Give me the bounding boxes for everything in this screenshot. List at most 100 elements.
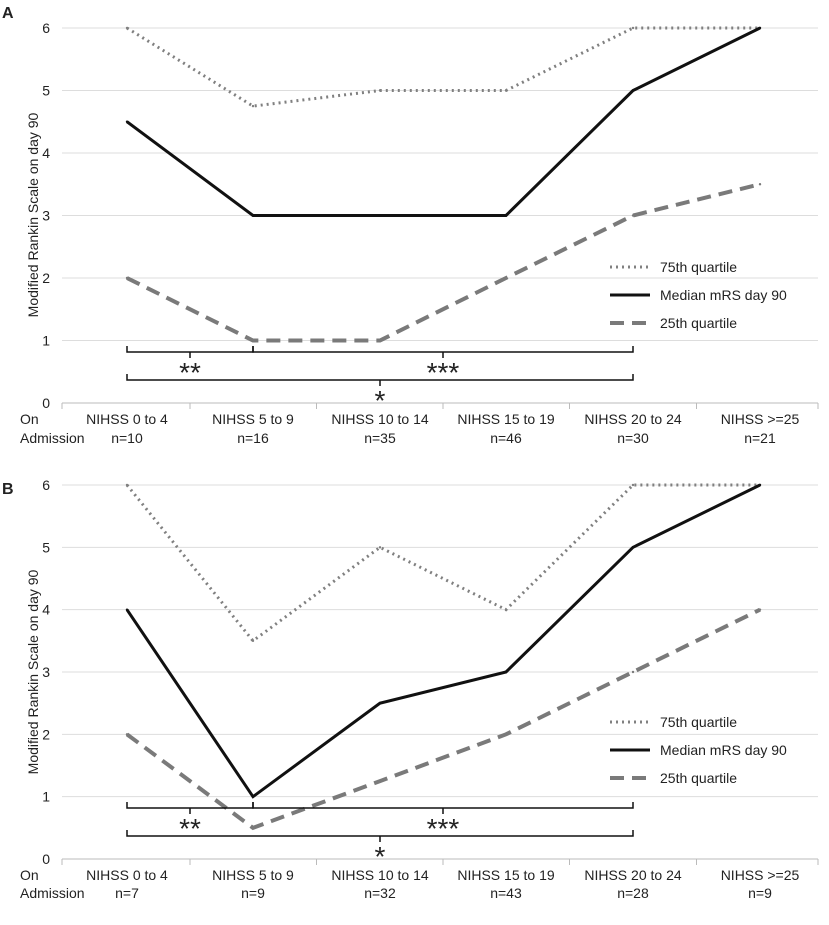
panel-b-legend-label: Median mRS day 90 [660, 742, 787, 758]
panel-a-q25-line-point [758, 183, 762, 186]
panel-a-q75-line-point [631, 26, 635, 30]
panel-a-q75-line [126, 26, 760, 108]
panel-a-ytick-label: 1 [42, 333, 50, 349]
panel-b-q25-line-point [631, 670, 635, 674]
panel-a-count-label: n=30 [617, 430, 649, 446]
panel-b-significance-bracket [252, 802, 634, 809]
panel-b-median-line [125, 483, 761, 799]
panel-b-median-line-point [758, 483, 762, 487]
panel-a-row-label-admission: Admission [20, 430, 85, 446]
panel-a-q75-line-point [125, 26, 129, 30]
panel-b-category-label: NIHSS 15 to 19 [457, 867, 554, 883]
panel-b-significance-label: ** [179, 813, 201, 844]
panel-a-count-label: n=35 [364, 430, 396, 446]
panel-a-median-line-point [125, 120, 129, 123]
panel-a-ytick-label: 0 [42, 395, 50, 411]
panel-a-category-label: NIHSS 20 to 24 [584, 411, 681, 427]
panel-b-letter: B [2, 481, 14, 498]
panel-b-q25-line-point [251, 826, 255, 830]
panel-b-legend-label: 25th quartile [660, 770, 737, 786]
panel-b-median-line-point [378, 701, 382, 705]
panel-b-median-line-point [504, 670, 508, 674]
panel-a-category-label: NIHSS 5 to 9 [212, 411, 294, 427]
panel-a-legend-label: 75th quartile [660, 259, 737, 275]
panel-b-significance-bracket [126, 830, 634, 837]
panel-a-significance-label: *** [427, 357, 460, 388]
panel-b-ytick-label: 5 [42, 539, 50, 555]
panel-a-count-label: n=46 [490, 430, 522, 446]
panel-b-legend-label: 75th quartile [660, 714, 737, 730]
panel-b-q25-line-point [378, 779, 382, 783]
panel-a-q75-line-point [251, 104, 255, 108]
panel-a-y-axis-label: Modified Rankin Scale on day 90 [25, 112, 41, 317]
panel-b-row-label-on: On [20, 867, 39, 883]
panel-a-significance-bracket [126, 374, 634, 381]
panel-b-count-label: n=28 [617, 885, 649, 901]
panel-b-q25-line-point [504, 733, 508, 736]
panel-b-category-label: NIHSS 0 to 4 [86, 867, 168, 883]
panel-b-q75-line-point [631, 483, 635, 487]
panel-b-q25-line [125, 607, 761, 831]
panel-a-significance-label: ** [179, 357, 201, 388]
panel-a-ytick-label: 4 [42, 145, 50, 161]
panel-a-count-label: n=10 [111, 430, 143, 446]
panel-b-q25-line-point [758, 608, 762, 611]
panel-b-count-label: n=7 [115, 885, 139, 901]
panel-a-category-label: NIHSS 0 to 4 [86, 411, 168, 427]
panel-b-median-line-point [631, 546, 635, 549]
panel-a-significance-bracket [252, 346, 634, 353]
panel-b-ytick-label: 6 [42, 477, 50, 493]
panel-a-q25-line-point [125, 276, 129, 280]
panel-b-ytick-label: 0 [42, 851, 50, 867]
panel-a-q25-line-point [378, 339, 382, 342]
panel-a-ytick-label: 5 [42, 83, 50, 99]
panel-b-significance-bracket [126, 802, 254, 809]
panel-b-q75-line [125, 483, 760, 643]
panel-a-q25-line-point [631, 214, 635, 217]
panel-a-letter: A [2, 5, 14, 22]
panel-b-category-label: NIHSS 20 to 24 [584, 867, 681, 883]
panel-a-legend-label: Median mRS day 90 [660, 287, 787, 303]
panel-b-category-label: NIHSS 10 to 14 [331, 867, 428, 883]
panel-b-count-label: n=9 [748, 885, 772, 901]
panel-b-y-axis-label: Modified Rankin Scale on day 90 [25, 569, 41, 774]
panel-a-count-label: n=21 [744, 430, 776, 446]
panel-b-category-label: NIHSS >=25 [721, 867, 800, 883]
panel-b-q75-line-point [251, 639, 255, 643]
panel-a-ytick-label: 3 [42, 208, 50, 224]
panel-b-q75-line-point [504, 608, 508, 611]
panel-b-ytick-label: 2 [42, 726, 50, 742]
panel-b-q75-line-point [125, 483, 129, 487]
panel-a-median-line-point [251, 214, 255, 217]
panel-b-q75-line-point [378, 546, 382, 549]
panel-b-significance-label: *** [427, 813, 460, 844]
panel-a-q25-line-point [504, 276, 508, 280]
panel-b-count-label: n=32 [364, 885, 396, 901]
panel-b-significance-label: * [375, 841, 386, 872]
panel-a-significance-label: * [375, 385, 386, 416]
panel-b-median-line-point [251, 795, 255, 798]
panel-b-ytick-label: 4 [42, 602, 50, 618]
panel-a-q75-line-point [378, 89, 382, 92]
panel-a-median-line-point [378, 214, 382, 217]
panel-a-median-line [126, 26, 761, 217]
panel-a-q75-line-point [504, 89, 508, 92]
panel-b-ytick-label: 1 [42, 789, 50, 805]
panel-a-ytick-label: 6 [42, 20, 50, 36]
panel-a-row-label-on: On [20, 411, 39, 427]
panel-a-category-label: NIHSS 15 to 19 [457, 411, 554, 427]
panel-a-category-label: NIHSS >=25 [721, 411, 800, 427]
panel-b-q25-line-point [125, 733, 129, 736]
panel-a-median-line-point [631, 89, 635, 92]
panel-a-ytick-label: 2 [42, 270, 50, 286]
panel-a-legend-label: 25th quartile [660, 315, 737, 331]
panel-b-count-label: n=9 [241, 885, 265, 901]
panel-a-median-line-point [504, 214, 508, 217]
panel-b-ytick-label: 3 [42, 664, 50, 680]
panel-a-count-label: n=16 [237, 430, 269, 446]
panel-a-significance-bracket [126, 346, 254, 353]
panel-b-median-line-point [125, 608, 129, 611]
panel-a-q25-line [126, 182, 761, 343]
panel-a-category-label: NIHSS 10 to 14 [331, 411, 428, 427]
